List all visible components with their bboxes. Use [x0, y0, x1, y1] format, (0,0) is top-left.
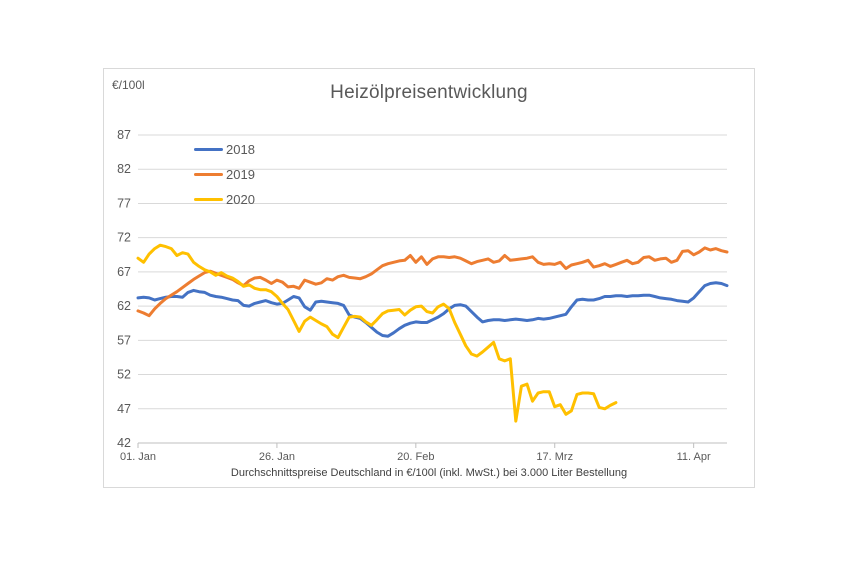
- x-tick-label: 20. Feb: [397, 451, 434, 463]
- series-line-2018: [136, 281, 729, 338]
- series-line-2019: [136, 246, 729, 318]
- legend-label-2019: 2019: [226, 167, 255, 182]
- x-tick-label: 17. Mrz: [536, 451, 573, 463]
- y-axis-unit-label: €/100l: [112, 78, 145, 92]
- y-tick-label: 47: [117, 402, 131, 416]
- plot-area: 42 47 52 57 62 67 72 77 82 87 01. Jan 26. Jan 20. Fe…: [117, 128, 729, 463]
- y-tick-label: 57: [117, 333, 131, 347]
- legend-line-icon-2019: [194, 173, 223, 176]
- series-line-2020: [136, 243, 618, 423]
- legend-label-2020: 2020: [226, 192, 255, 207]
- legend-line-icon-2018: [194, 148, 223, 151]
- legend-item-2019[interactable]: 2019: [194, 162, 255, 187]
- x-tick-label: 11. Apr: [677, 451, 711, 463]
- chart-title: Heizölpreisentwicklung: [330, 82, 528, 103]
- y-tick-label: 52: [117, 368, 131, 382]
- y-tick-label: 87: [117, 128, 131, 142]
- y-tick-label: 62: [117, 299, 131, 313]
- legend: 2018 2019 2020: [194, 137, 255, 212]
- y-tick-label: 67: [117, 265, 131, 279]
- legend-line-icon-2020: [194, 198, 223, 201]
- chart-container: 42 47 52 57 62 67 72 77 82 87 01. Jan 26. Jan 20. Fe…: [103, 68, 755, 488]
- y-tick-label: 72: [117, 231, 131, 245]
- legend-item-2020[interactable]: 2020: [194, 187, 255, 212]
- x-tick-label: 01. Jan: [120, 451, 156, 463]
- y-tick-label: 42: [117, 436, 131, 450]
- chart-footnote: Durchschnittspreise Deutschland in €/100…: [230, 467, 628, 479]
- y-tick-label: 82: [117, 162, 131, 176]
- x-tick-label: 26. Jan: [259, 451, 295, 463]
- y-tick-label: 77: [117, 196, 131, 210]
- legend-item-2018[interactable]: 2018: [194, 137, 255, 162]
- legend-label-2018: 2018: [226, 142, 255, 157]
